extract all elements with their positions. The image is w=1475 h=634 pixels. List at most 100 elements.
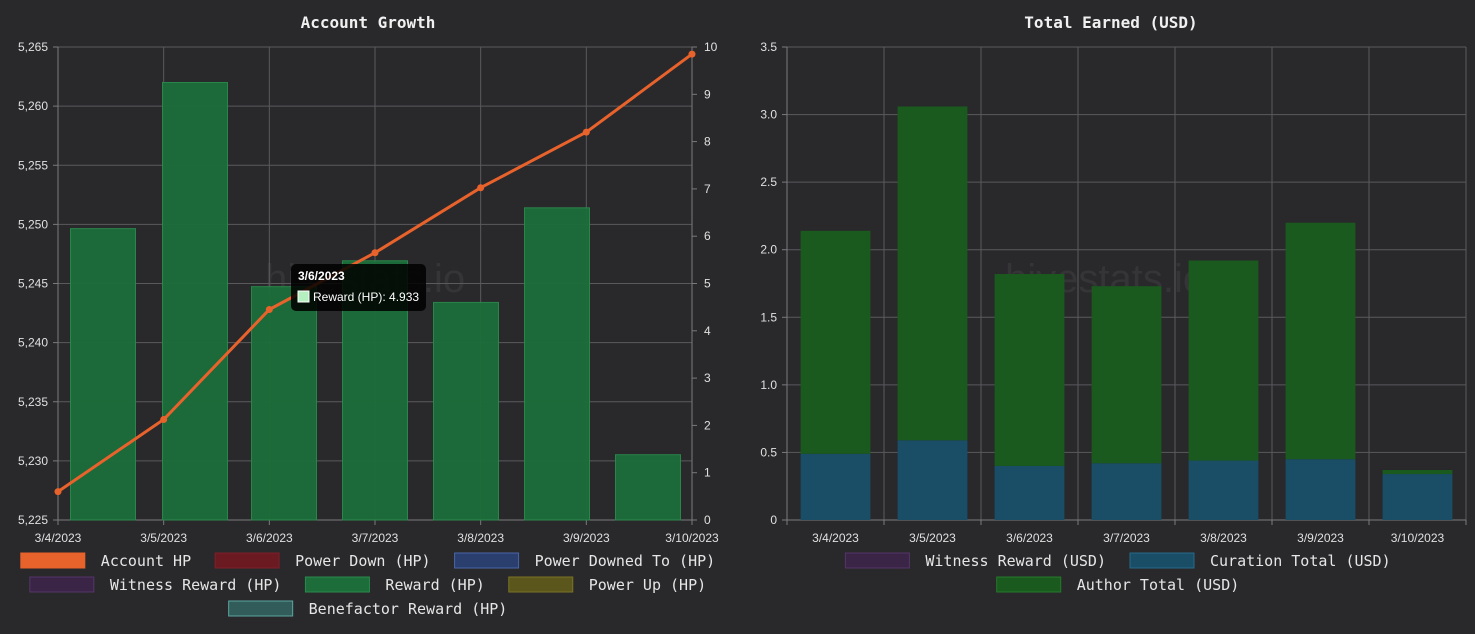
legend-label: Witness Reward (USD) (925, 552, 1106, 570)
legends: Account HP Power Down (HP) Power Downed To… (20, 552, 1391, 618)
legend-label: Benefactor Reward (HP) (309, 600, 508, 618)
y-left-tick-label: 5,265 (18, 40, 48, 54)
y-left-tick-label: 5,250 (18, 217, 48, 231)
account-growth-chart: 5,225 5,230 5,235 5,240 5,245 5,250 5,255 5,260… (18, 40, 719, 545)
y-right-tick-label: 5 (704, 277, 711, 291)
bar-curation-total-usd (1285, 459, 1356, 520)
bar-reward-hp (70, 228, 136, 521)
total-earned-chart: 0 0.5 1.0 1.5 2.0 2.5 3.0 3.5 3/4/2023 3/5/2023 3/… (760, 40, 1467, 545)
bar-reward-hp (615, 454, 681, 521)
bar-author-total-usd (1285, 222, 1356, 460)
legend-label: Power Down (HP) (295, 552, 430, 570)
y-tick-label: 3.0 (760, 108, 777, 122)
legend-swatch (214, 552, 280, 569)
tooltip-box (291, 264, 426, 311)
legend-label: Witness Reward (HP) (110, 576, 282, 594)
y-left-tick-label: 5,245 (18, 277, 48, 291)
legend-swatch (29, 576, 95, 593)
legend-label: Power Downed To (HP) (535, 552, 716, 570)
point-account-hp (160, 415, 168, 423)
y-right-tick-label: 7 (704, 182, 711, 196)
x-tick-label: 3/5/2023 (140, 531, 187, 545)
y-tick-label: 1.5 (760, 310, 777, 324)
y-left-tick-label: 5,235 (18, 395, 48, 409)
bar-curation-total-usd (1382, 474, 1453, 520)
point-account-hp (688, 50, 696, 58)
legend-swatch (454, 552, 520, 569)
legend-swatch (304, 576, 370, 593)
tooltip-label: Reward (HP): 4.933 (313, 290, 419, 304)
point-account-hp (371, 249, 379, 257)
point-account-hp (54, 488, 62, 496)
y-tick-label: 3.5 (760, 40, 777, 54)
bar-reward-hp (251, 286, 317, 521)
bar-curation-total-usd (800, 453, 871, 520)
x-tick-label: 3/10/2023 (1391, 531, 1445, 545)
bar-author-total-usd (897, 106, 968, 441)
y-left-tick-label: 5,225 (18, 513, 48, 527)
y-tick-label: 0 (770, 513, 777, 527)
legend-swatch (20, 552, 86, 569)
bar-curation-total-usd (1091, 463, 1162, 520)
y-right-tick-label: 10 (704, 40, 718, 54)
y-left-tick-label: 5,260 (18, 99, 48, 113)
y-right-tick-label: 6 (704, 229, 711, 243)
y-right-tick-label: 4 (704, 324, 711, 338)
y-left-tick-label: 5,240 (18, 336, 48, 350)
point-account-hp (582, 128, 590, 136)
legend-swatch (996, 576, 1062, 593)
y-tick-label: 1.0 (760, 378, 777, 392)
point-account-hp (477, 184, 485, 192)
bar-author-total-usd (1188, 260, 1259, 461)
y-right-tick-label: 0 (704, 513, 711, 527)
y-right-tick-label: 3 (704, 371, 711, 385)
legend-label: Account HP (101, 552, 191, 570)
bar-reward-hp (162, 81, 228, 521)
legend-swatch (228, 600, 294, 617)
bar-reward-hp (524, 207, 590, 521)
bar-curation-total-usd (1188, 460, 1259, 520)
x-tick-label: 3/6/2023 (246, 531, 293, 545)
y-right-tick-label: 1 (704, 466, 711, 480)
x-tick-label: 3/9/2023 (563, 531, 610, 545)
x-tick-label: 3/5/2023 (909, 531, 956, 545)
y-right-tick-label: 9 (704, 87, 711, 101)
y-left-tick-label: 5,255 (18, 158, 48, 172)
legend-label: Author Total (USD) (1077, 576, 1240, 594)
x-tick-label: 3/6/2023 (1006, 531, 1053, 545)
y-left-tick-label: 5,230 (18, 454, 48, 468)
bar-author-total-usd (994, 274, 1065, 466)
bar-reward-hp (433, 301, 499, 521)
y-right-tick-label: 2 (704, 418, 711, 432)
x-tick-label: 3/4/2023 (812, 531, 859, 545)
tooltip-swatch (297, 290, 310, 303)
bar-curation-total-usd (994, 465, 1065, 520)
legend-label: Curation Total (USD) (1210, 552, 1391, 570)
bar-author-total-usd (800, 230, 871, 454)
bar-author-total-usd (1091, 286, 1162, 464)
x-tick-label: 3/7/2023 (1103, 531, 1150, 545)
point-account-hp (265, 306, 273, 314)
x-tick-label: 3/9/2023 (1297, 531, 1344, 545)
x-tick-label: 3/8/2023 (457, 531, 504, 545)
x-tick-label: 3/10/2023 (665, 531, 719, 545)
legend-label: Reward (HP) (385, 576, 484, 594)
bar-curation-total-usd (897, 440, 968, 520)
x-tick-label: 3/4/2023 (35, 531, 82, 545)
y-tick-label: 0.5 (760, 445, 777, 459)
x-tick-label: 3/8/2023 (1200, 531, 1247, 545)
legend-label: Power Up (HP) (589, 576, 706, 594)
chart-tooltip: 3/6/2023 Reward (HP): 4.933 (291, 264, 426, 311)
chart-title-total-earned: Total Earned (USD) (1024, 13, 1197, 32)
chart-title-account-growth: Account Growth (301, 13, 436, 32)
x-tick-label: 3/7/2023 (352, 531, 399, 545)
bar-author-total-usd (1382, 469, 1453, 475)
y-tick-label: 2.0 (760, 243, 777, 257)
tooltip-title: 3/6/2023 (298, 269, 345, 283)
y-tick-label: 2.5 (760, 175, 777, 189)
legend-swatch (844, 552, 910, 569)
legend-swatch (1129, 552, 1195, 569)
y-right-tick-label: 8 (704, 135, 711, 149)
legend-swatch (508, 576, 574, 593)
